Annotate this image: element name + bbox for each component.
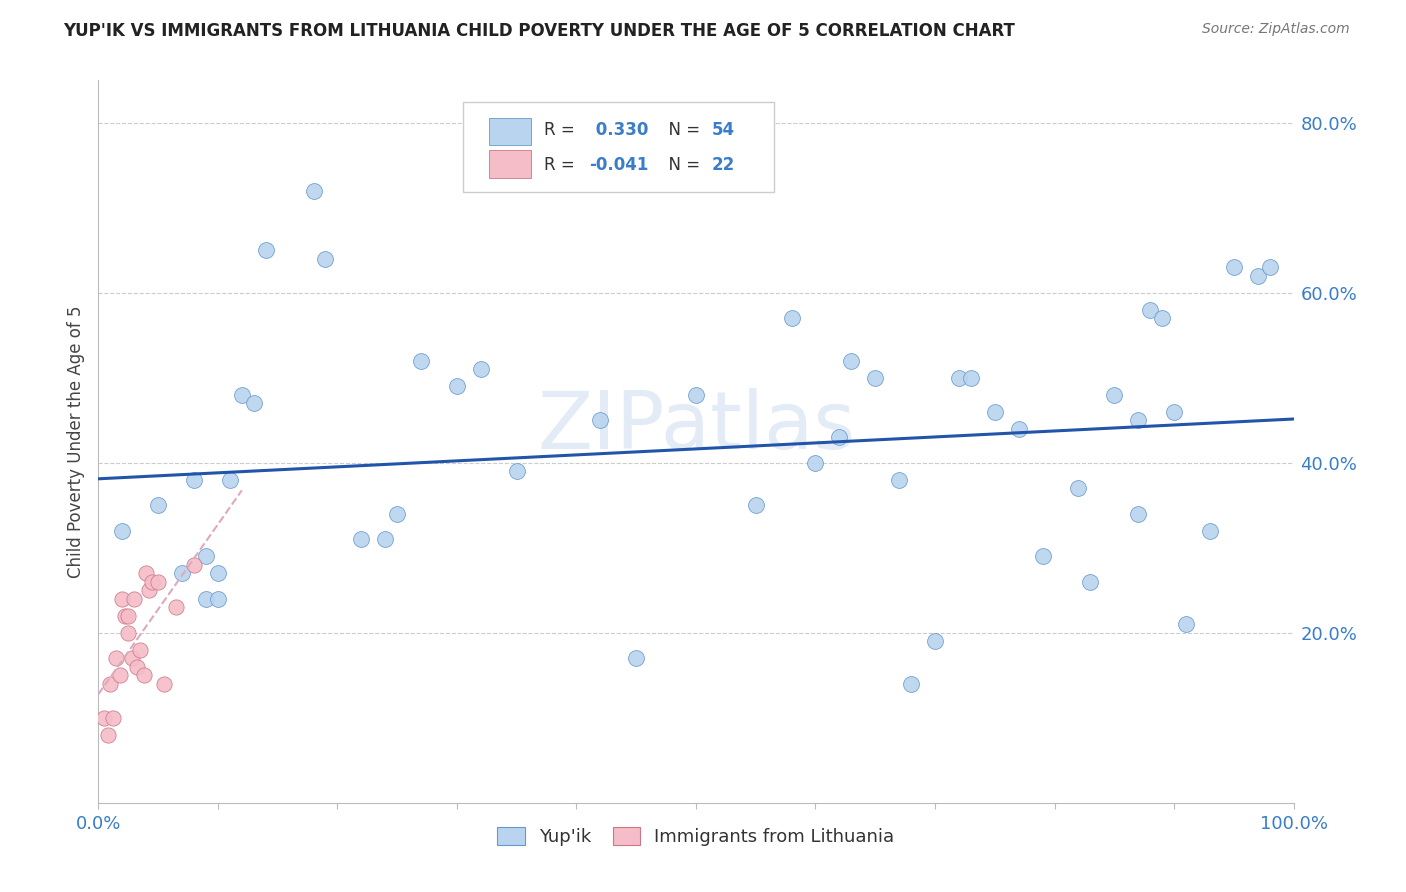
- Point: [350, 533, 373, 547]
- Point: [626, 651, 648, 665]
- Point: [315, 252, 337, 266]
- Point: [1008, 422, 1031, 436]
- Point: [411, 353, 433, 368]
- Text: ZIPatlas: ZIPatlas: [537, 388, 855, 467]
- Point: [865, 371, 887, 385]
- Point: [1067, 481, 1090, 495]
- Point: [1199, 524, 1222, 538]
- Point: [1139, 302, 1161, 317]
- FancyBboxPatch shape: [489, 151, 531, 178]
- Point: [114, 608, 136, 623]
- Point: [108, 668, 131, 682]
- FancyBboxPatch shape: [463, 102, 773, 193]
- Point: [900, 677, 922, 691]
- FancyBboxPatch shape: [489, 118, 531, 145]
- Point: [231, 388, 253, 402]
- Point: [105, 651, 128, 665]
- Point: [138, 583, 160, 598]
- Point: [165, 600, 187, 615]
- Point: [135, 566, 157, 581]
- Point: [101, 711, 124, 725]
- Text: Source: ZipAtlas.com: Source: ZipAtlas.com: [1202, 22, 1350, 37]
- Point: [780, 311, 803, 326]
- Point: [804, 456, 827, 470]
- Point: [195, 549, 218, 564]
- Point: [1032, 549, 1054, 564]
- Point: [470, 362, 492, 376]
- Point: [745, 498, 768, 512]
- Text: 22: 22: [711, 156, 735, 174]
- Point: [446, 379, 468, 393]
- Point: [1258, 260, 1281, 275]
- Text: R =: R =: [544, 156, 581, 174]
- Point: [98, 677, 122, 691]
- Point: [183, 473, 205, 487]
- Point: [1163, 405, 1185, 419]
- Point: [889, 473, 911, 487]
- Point: [948, 371, 970, 385]
- Text: 0.330: 0.330: [589, 121, 648, 139]
- Point: [1104, 388, 1126, 402]
- Point: [1152, 311, 1174, 326]
- Point: [1175, 617, 1198, 632]
- Text: R =: R =: [544, 121, 581, 139]
- Point: [148, 574, 170, 589]
- Point: [207, 566, 229, 581]
- Point: [111, 524, 134, 538]
- Legend: Yup'ik, Immigrants from Lithuania: Yup'ik, Immigrants from Lithuania: [488, 818, 904, 855]
- Text: N =: N =: [658, 121, 704, 139]
- Text: N =: N =: [658, 156, 704, 174]
- Point: [97, 728, 120, 742]
- Point: [685, 388, 707, 402]
- Point: [117, 625, 139, 640]
- Point: [1128, 507, 1150, 521]
- Point: [1080, 574, 1102, 589]
- Point: [195, 591, 218, 606]
- Text: YUP'IK VS IMMIGRANTS FROM LITHUANIA CHILD POVERTY UNDER THE AGE OF 5 CORRELATION: YUP'IK VS IMMIGRANTS FROM LITHUANIA CHIL…: [63, 22, 1015, 40]
- Point: [129, 642, 152, 657]
- Point: [506, 464, 529, 478]
- Point: [125, 660, 148, 674]
- Point: [183, 558, 205, 572]
- Point: [93, 711, 115, 725]
- Point: [219, 473, 242, 487]
- Point: [172, 566, 194, 581]
- Point: [385, 507, 409, 521]
- Point: [121, 651, 143, 665]
- Point: [132, 668, 155, 682]
- Point: [153, 677, 176, 691]
- Text: 54: 54: [711, 121, 734, 139]
- Point: [1223, 260, 1246, 275]
- Point: [243, 396, 266, 410]
- Point: [124, 591, 146, 606]
- Point: [841, 353, 863, 368]
- Point: [111, 591, 134, 606]
- Point: [207, 591, 229, 606]
- Point: [828, 430, 851, 444]
- Point: [984, 405, 1007, 419]
- Point: [960, 371, 983, 385]
- Point: [254, 244, 277, 258]
- Point: [302, 184, 325, 198]
- Point: [141, 574, 163, 589]
- Point: [589, 413, 612, 427]
- Point: [374, 533, 396, 547]
- Point: [1128, 413, 1150, 427]
- Text: -0.041: -0.041: [589, 156, 650, 174]
- Point: [148, 498, 170, 512]
- Point: [924, 634, 946, 648]
- Point: [1247, 268, 1270, 283]
- Y-axis label: Child Poverty Under the Age of 5: Child Poverty Under the Age of 5: [66, 305, 84, 578]
- Point: [117, 608, 139, 623]
